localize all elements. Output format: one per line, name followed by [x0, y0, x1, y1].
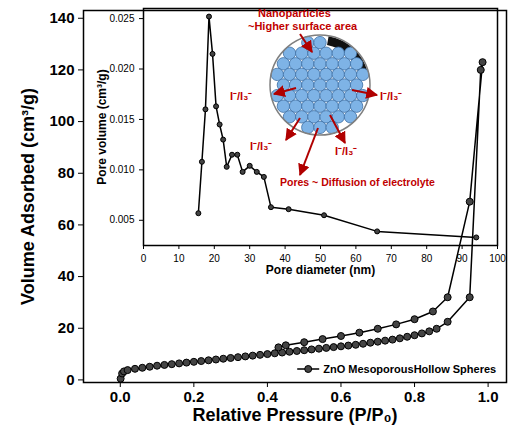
svg-text:0.2: 0.2	[183, 388, 204, 405]
svg-text:20: 20	[209, 253, 221, 264]
svg-text:Pore volume (cm³/g): Pore volume (cm³/g)	[95, 69, 109, 184]
svg-text:0.025: 0.025	[109, 13, 134, 24]
svg-text:90: 90	[457, 253, 469, 264]
svg-text:Nanoparticles: Nanoparticles	[258, 7, 331, 19]
svg-text:0: 0	[66, 371, 74, 388]
svg-text:60: 60	[350, 252, 362, 264]
svg-text:30: 30	[244, 253, 256, 264]
svg-text:70: 70	[386, 253, 398, 264]
svg-text:Relative Pressure (P/P₀): Relative Pressure (P/P₀)	[192, 405, 397, 425]
svg-text:60: 60	[58, 216, 75, 233]
svg-text:Pore diameter (nm): Pore diameter (nm)	[266, 263, 375, 277]
svg-text:140: 140	[49, 9, 74, 26]
svg-text:100: 100	[49, 112, 74, 129]
svg-text:Volume Adsorbed (cm³/g): Volume Adsorbed (cm³/g)	[18, 88, 38, 305]
svg-text:I⁻/I₃⁻: I⁻/I₃⁻	[230, 90, 252, 102]
svg-text:50: 50	[314, 252, 327, 264]
svg-text:Pores ~ Diffusion of electroly: Pores ~ Diffusion of electrolyte	[280, 176, 435, 188]
svg-text:0.015: 0.015	[109, 114, 134, 125]
svg-text:~Higher surface area: ~Higher surface area	[248, 20, 358, 32]
svg-text:1.0: 1.0	[478, 388, 499, 405]
svg-text:I⁻/I₃⁻: I⁻/I₃⁻	[335, 145, 357, 157]
svg-text:80: 80	[58, 164, 75, 181]
svg-text:40: 40	[58, 267, 75, 284]
svg-text:20: 20	[58, 319, 75, 336]
svg-text:0.0: 0.0	[110, 388, 131, 405]
svg-text:100: 100	[489, 253, 506, 264]
svg-text:0.8: 0.8	[404, 388, 425, 405]
svg-text:0.020: 0.020	[109, 63, 134, 74]
svg-text:0.010: 0.010	[109, 164, 134, 175]
svg-text:I⁻/I₃⁻: I⁻/I₃⁻	[380, 90, 402, 102]
svg-text:0.6: 0.6	[331, 388, 352, 405]
svg-text:ZnO MesoporousHollow Spheres: ZnO MesoporousHollow Spheres	[323, 363, 496, 375]
svg-text:0.4: 0.4	[257, 388, 279, 405]
svg-text:10: 10	[173, 253, 185, 264]
svg-text:I⁻/I₃⁻: I⁻/I₃⁻	[250, 140, 272, 152]
svg-text:80: 80	[421, 253, 433, 264]
svg-text:40: 40	[279, 252, 291, 264]
svg-text:0.005: 0.005	[109, 214, 134, 225]
svg-text:0: 0	[141, 253, 147, 264]
svg-text:120: 120	[49, 61, 74, 78]
